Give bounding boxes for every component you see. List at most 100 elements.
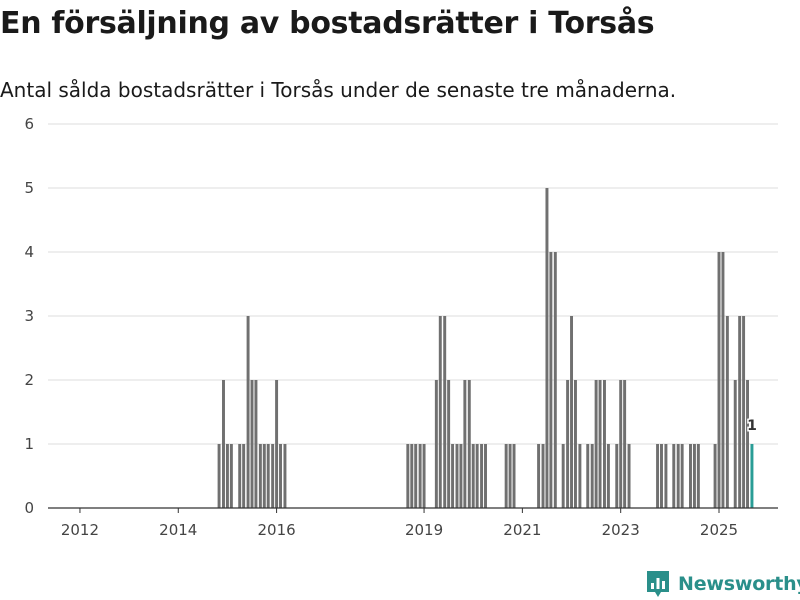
bar	[733, 380, 737, 508]
bar	[619, 380, 623, 508]
bars	[217, 188, 754, 508]
bar	[664, 444, 668, 508]
bar	[549, 252, 553, 508]
bar	[578, 444, 582, 508]
x-tick-label: 2025	[700, 521, 738, 539]
bar	[553, 252, 557, 508]
chart-title: En försäljning av bostadsrätter i Torsås	[0, 6, 655, 41]
latest-value-label: 1	[747, 418, 757, 434]
bar	[275, 380, 279, 508]
bar	[451, 444, 455, 508]
bar	[463, 380, 467, 508]
bar	[623, 380, 627, 508]
bar	[545, 188, 549, 508]
bar	[606, 444, 610, 508]
bar	[680, 444, 684, 508]
bar	[459, 444, 463, 508]
bar	[279, 444, 282, 508]
y-axis-tick-labels: 0 1 2 3 4 5 6	[24, 115, 34, 517]
brand-name: Newsworthy	[678, 573, 800, 595]
bar	[627, 444, 631, 508]
bar	[422, 444, 426, 508]
y-tick-label: 3	[24, 307, 34, 325]
x-tick-label: 2023	[602, 521, 640, 539]
bar	[262, 444, 266, 508]
bar	[229, 444, 233, 508]
x-tick-label: 2019	[405, 521, 443, 539]
x-tick-label: 2021	[503, 521, 541, 539]
y-tick-label: 5	[24, 179, 34, 197]
bar	[266, 444, 270, 508]
bar	[742, 316, 746, 508]
bar	[480, 444, 484, 508]
bar	[689, 444, 692, 508]
x-axis-tick-labels: 2012 2014 2016 2019 2021 2023 2025	[61, 521, 738, 539]
bar	[250, 380, 254, 508]
y-tick-label: 1	[24, 435, 34, 453]
y-tick-label: 6	[24, 115, 34, 133]
bar	[696, 444, 700, 508]
bar	[676, 444, 680, 508]
bar	[406, 444, 410, 508]
y-tick-label: 4	[24, 243, 34, 261]
x-tick-label: 2012	[61, 521, 99, 539]
bar	[537, 444, 541, 508]
bar	[656, 444, 660, 508]
bar	[504, 444, 508, 508]
bar	[242, 444, 246, 508]
x-axis	[48, 507, 778, 513]
bar	[414, 444, 418, 508]
bar	[418, 444, 422, 508]
bar	[594, 380, 598, 508]
bar	[475, 444, 479, 508]
bar	[238, 444, 242, 508]
bar	[603, 380, 606, 508]
x-tick-label: 2016	[257, 521, 295, 539]
brand-logo[interactable]: Newsworthy	[645, 568, 800, 600]
bar	[258, 444, 262, 508]
bar	[443, 316, 447, 508]
bar	[467, 380, 471, 508]
bar-latest	[750, 444, 754, 508]
y-tick-label: 0	[24, 499, 34, 517]
newsworthy-chart-logo-icon	[647, 571, 669, 597]
bar	[598, 380, 602, 508]
bar	[254, 380, 258, 508]
bar	[738, 316, 742, 508]
bar	[434, 380, 438, 508]
bar	[410, 444, 414, 508]
bar	[746, 380, 749, 508]
bar	[672, 444, 676, 508]
bar	[283, 444, 287, 508]
annotations: 1	[746, 417, 759, 436]
bar	[217, 444, 221, 508]
bar	[721, 252, 725, 508]
bar	[590, 444, 594, 508]
bar	[222, 380, 225, 508]
bar	[615, 444, 619, 508]
bar	[225, 444, 229, 508]
bar	[541, 444, 545, 508]
bar	[471, 444, 475, 508]
x-tick-label: 2014	[159, 521, 197, 539]
y-tick-label: 2	[24, 371, 34, 389]
bar	[692, 444, 696, 508]
bar	[438, 316, 442, 508]
bar	[717, 252, 721, 508]
bar	[484, 444, 487, 508]
bar	[725, 316, 729, 508]
bar	[713, 444, 717, 508]
bar	[512, 444, 516, 508]
chart-subtitle: Antal sålda bostadsrätter i Torsås under…	[0, 78, 677, 102]
bar	[561, 444, 565, 508]
bar	[566, 380, 570, 508]
bar	[508, 444, 512, 508]
bar	[570, 316, 574, 508]
bar	[271, 444, 275, 508]
bar	[455, 444, 459, 508]
bar	[586, 444, 590, 508]
bar	[447, 380, 451, 508]
bar	[246, 316, 250, 508]
bar	[660, 444, 663, 508]
